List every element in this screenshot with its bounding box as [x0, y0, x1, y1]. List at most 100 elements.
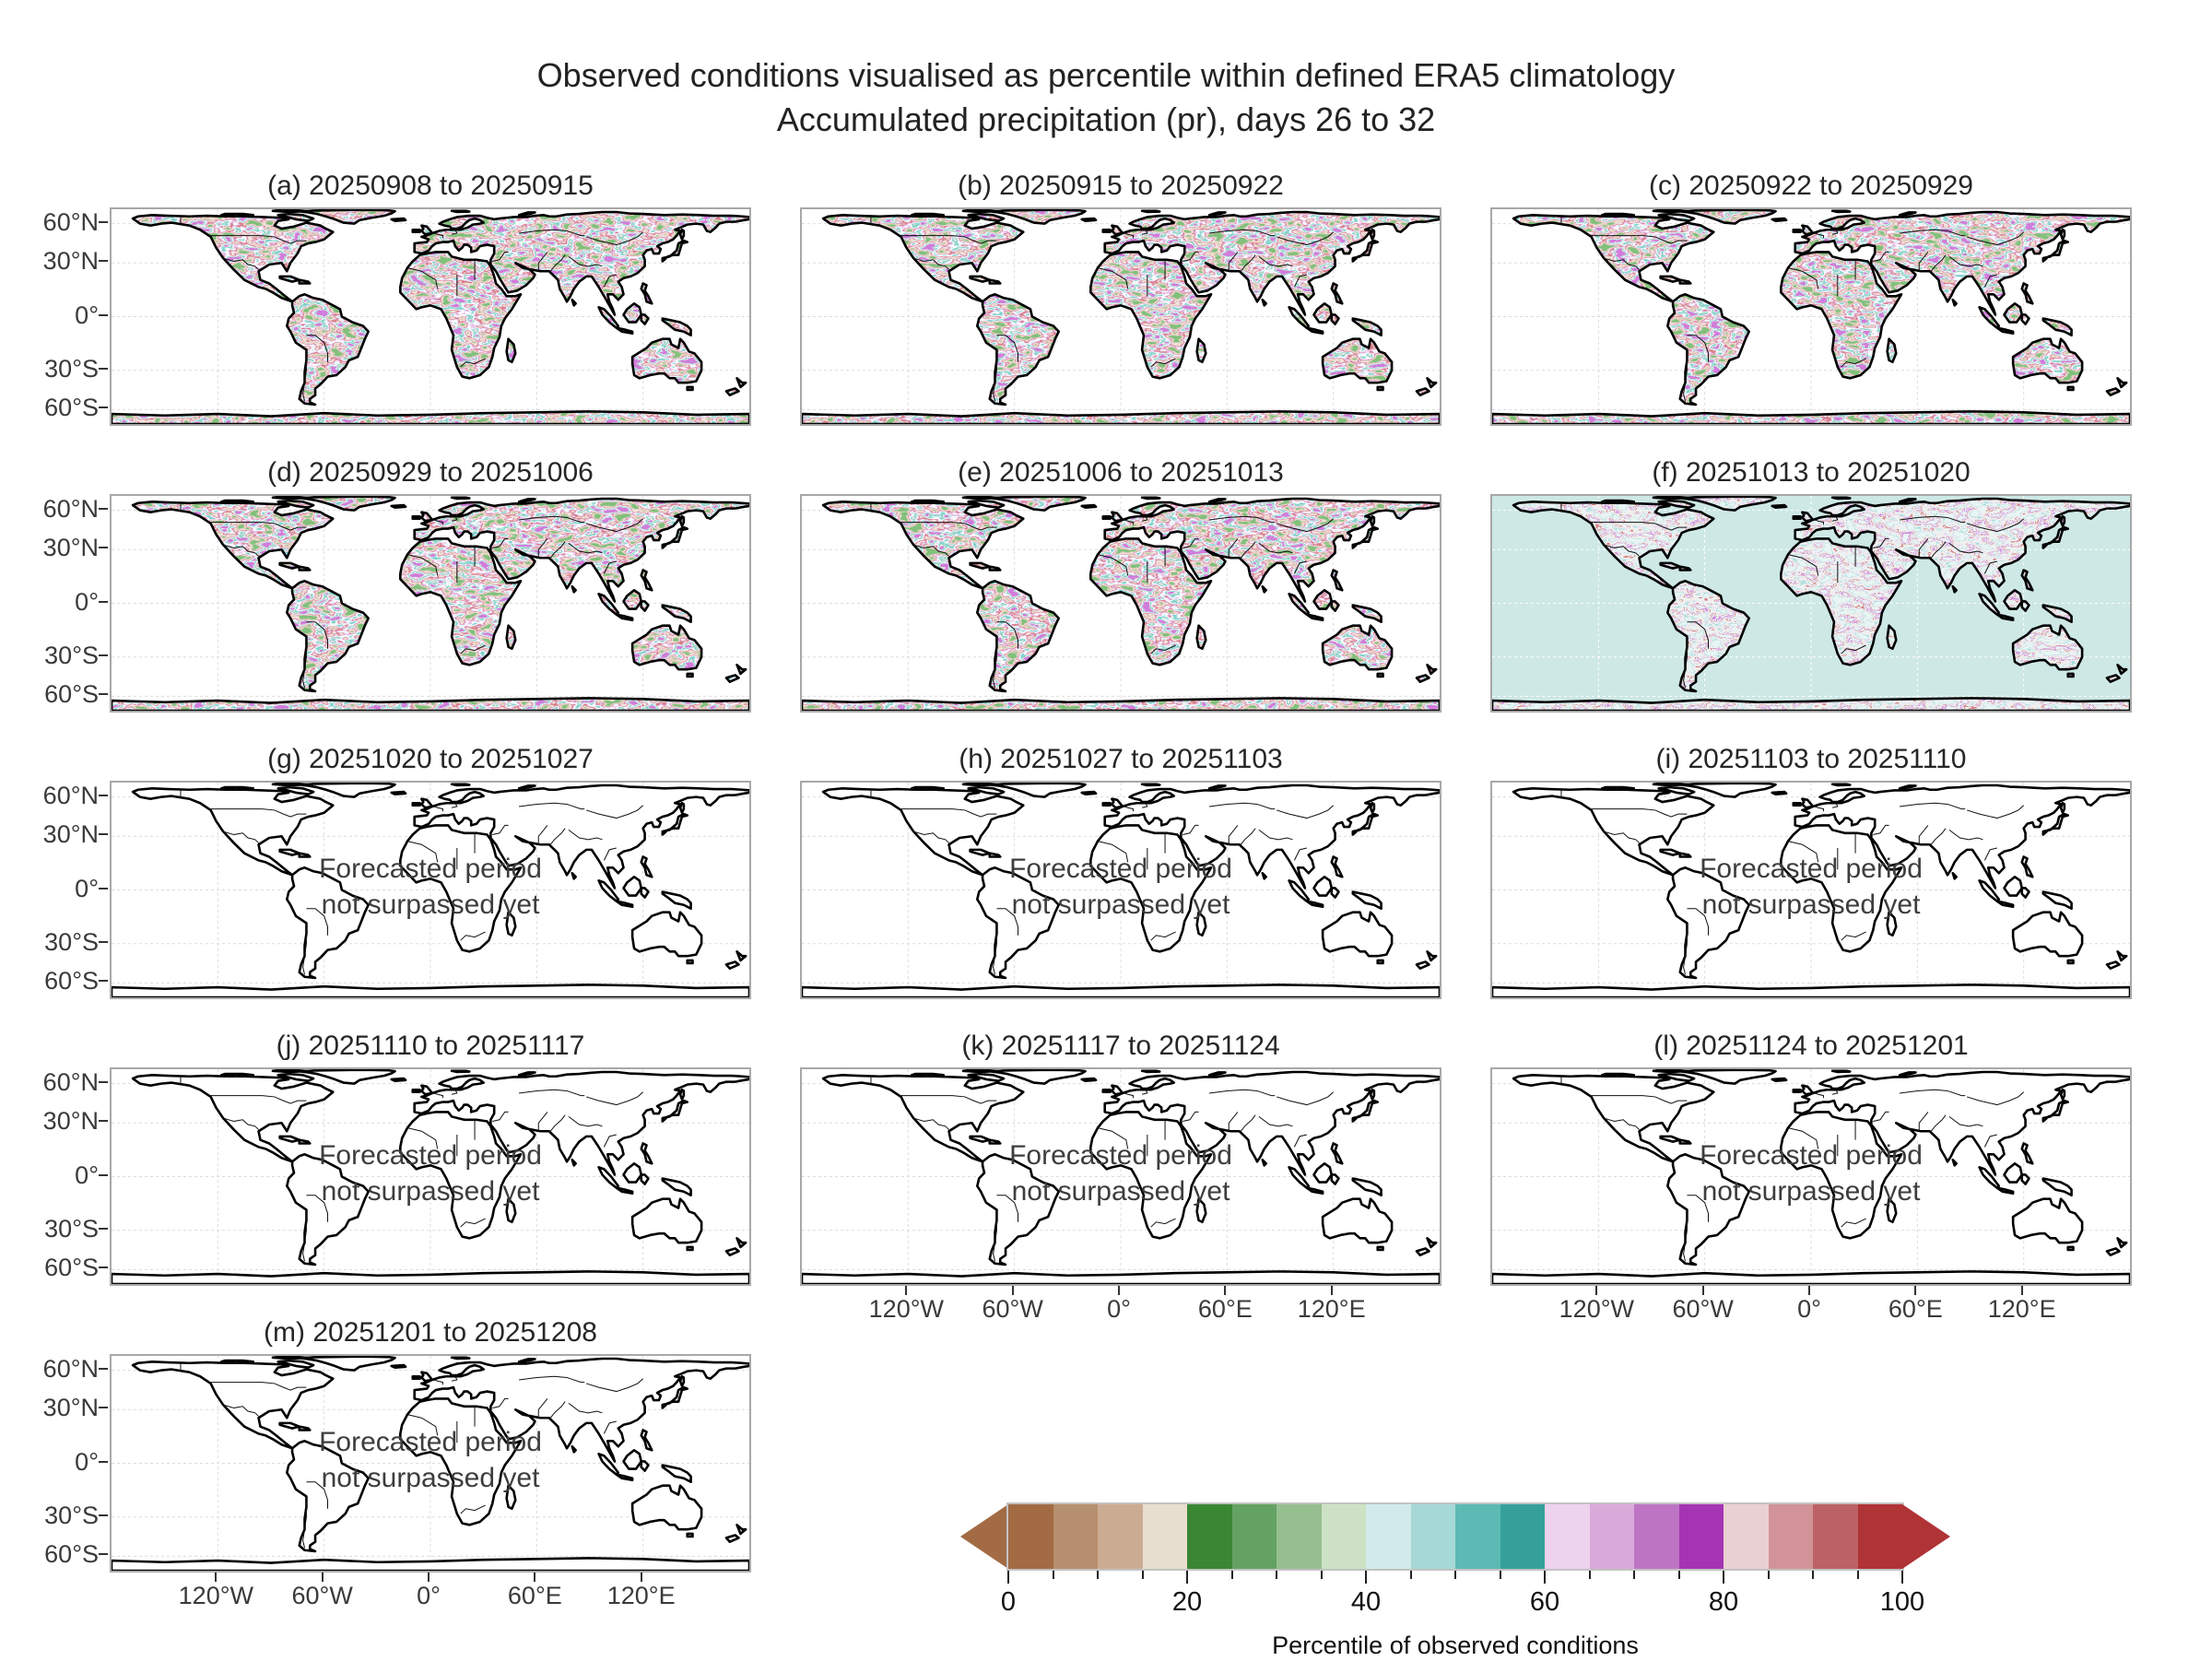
- forecast-note: Forecasted period not surpassed yet: [802, 851, 1440, 923]
- map-canvas-a: [110, 207, 751, 426]
- coastlines: [1492, 210, 2130, 424]
- world-map: [1492, 783, 2130, 997]
- colorbar-segment-15-20: [1142, 1504, 1187, 1569]
- x-tick-mark: [905, 1286, 908, 1295]
- colorbar-segment-75-80: [1678, 1504, 1724, 1569]
- forecast-note-line2: not surpassed yet: [321, 1462, 540, 1493]
- country-borders: [871, 217, 1334, 402]
- panel-title-l: (l) 20251124 to 20251201: [1653, 1031, 1969, 1061]
- colorbar-minor-tick: [1677, 1571, 1680, 1579]
- panel-title-b: (b) 20250915 to 20250922: [958, 171, 1284, 201]
- y-tick-label: 30°N: [42, 820, 99, 849]
- world-map: [112, 496, 749, 711]
- forecast-note-line2: not surpassed yet: [1701, 889, 1921, 920]
- colorbar-tick-label: 100: [1879, 1587, 1925, 1617]
- map-panel-e: (e) 20251006 to 20251013: [800, 457, 1441, 713]
- y-tick-label: 60°S: [44, 394, 99, 422]
- map-canvas-m: Forecasted period not surpassed yet: [110, 1354, 751, 1573]
- y-tick-mark: [99, 833, 108, 836]
- forecast-note: Forecasted period not surpassed yet: [802, 1137, 1440, 1209]
- colorbar-segment-0-5: [1008, 1504, 1053, 1569]
- y-tick-label: 60°S: [44, 1254, 99, 1282]
- world-map: [112, 209, 749, 424]
- map-canvas-d: [110, 494, 751, 713]
- colorbar-major-tick: [1723, 1571, 1724, 1584]
- world-map: [1492, 496, 2130, 711]
- x-tick-mark: [1118, 1286, 1120, 1295]
- country-borders: [1561, 1077, 2024, 1262]
- coastlines: [112, 1357, 749, 1571]
- x-tick-mark: [428, 1573, 429, 1582]
- x-tick-label: 120°W: [1559, 1295, 1634, 1323]
- country-borders: [871, 503, 1334, 689]
- forecast-note: Forecasted period not surpassed yet: [112, 1137, 749, 1209]
- y-tick-label: 60°S: [44, 1540, 99, 1569]
- x-tick-label: 60°E: [1197, 1295, 1253, 1323]
- colorbar-segment-85-90: [1768, 1504, 1813, 1569]
- colorbar-segment-90-95: [1813, 1504, 1858, 1569]
- map-panel-f: (f) 20251013 to 20251020: [1490, 457, 2132, 713]
- y-tick-mark: [99, 367, 108, 370]
- y-tick-mark: [99, 1514, 108, 1516]
- x-tick-mark: [1808, 1286, 1810, 1295]
- colorbar-under-arrow: [960, 1504, 1008, 1569]
- y-tick-label: 30°S: [44, 354, 99, 383]
- colorbar-tick-label: 40: [1350, 1587, 1382, 1617]
- colorbar-minor-tick: [1052, 1571, 1054, 1579]
- country-borders: [1561, 503, 2024, 689]
- map-canvas-l: Forecasted period not surpassed yet: [1490, 1067, 2132, 1286]
- y-tick-mark: [99, 1407, 108, 1409]
- colorbar-segment-35-40: [1321, 1504, 1366, 1569]
- x-tick-label: 0°: [1797, 1295, 1821, 1323]
- figure-title-line1: Observed conditions visualised as percen…: [536, 56, 1676, 94]
- map-canvas-j: Forecasted period not surpassed yet: [110, 1067, 751, 1286]
- colorbar-segment-80-85: [1724, 1504, 1769, 1569]
- y-tick-label: 60°N: [42, 781, 99, 809]
- forecast-note-line2: not surpassed yet: [321, 1175, 540, 1207]
- y-tick-mark: [99, 887, 108, 889]
- colorbar-segment-10-15: [1098, 1504, 1143, 1569]
- map-canvas-b: [800, 207, 1441, 426]
- coastlines: [1492, 497, 2130, 711]
- x-tick-label: 60°E: [507, 1582, 562, 1609]
- world-map: [112, 1069, 749, 1284]
- y-tick-mark: [99, 600, 108, 603]
- country-borders: [181, 1077, 643, 1262]
- y-tick-mark: [99, 313, 108, 316]
- colorbar-minor-tick: [1097, 1571, 1099, 1579]
- colorbar-segment-45-50: [1410, 1504, 1455, 1569]
- coastlines: [1492, 783, 2130, 997]
- colorbar-segment-5-10: [1053, 1504, 1098, 1569]
- colorbar-minor-tick: [1141, 1571, 1144, 1579]
- colorbar-tick-label: 20: [1171, 1587, 1203, 1617]
- panel-title-e: (e) 20251006 to 20251013: [958, 457, 1284, 488]
- x-tick-label: 120°E: [1987, 1295, 2056, 1323]
- country-borders: [181, 503, 643, 689]
- y-tick-label: 60°N: [42, 207, 99, 236]
- y-tick-mark: [99, 693, 108, 696]
- colorbar-segment-25-30: [1231, 1504, 1277, 1569]
- colorbar-segment-20-25: [1187, 1504, 1232, 1569]
- panel-title-f: (f) 20251013 to 20251020: [1652, 457, 1971, 488]
- country-borders: [871, 1077, 1334, 1262]
- y-tick-label: 30°S: [44, 1501, 99, 1529]
- y-tick-mark: [99, 1367, 108, 1370]
- panel-title-i: (i) 20251103 to 20251110: [1655, 744, 1967, 774]
- x-tick-mark: [2020, 1286, 2023, 1295]
- y-tick-mark: [99, 1460, 108, 1463]
- map-panel-a: (a) 20250908 to 20250915 60°N 30°N 0° 30°S 60…: [43, 171, 751, 426]
- y-tick-mark: [99, 980, 108, 983]
- y-tick-mark: [99, 1080, 108, 1083]
- y-tick-label: 30°N: [42, 1107, 99, 1136]
- x-tick-mark: [1914, 1286, 1917, 1295]
- map-panel-i: (i) 20251103 to 20251110 Forecasted perio…: [1490, 744, 2132, 999]
- x-tick-label: 60°W: [291, 1582, 353, 1609]
- y-tick-mark: [99, 1173, 108, 1176]
- colorbar-segment-55-60: [1500, 1504, 1545, 1569]
- x-tick-label: 120°W: [178, 1582, 253, 1609]
- colorbar: 0 20 40 60 80 100 Percentile of observed cond…: [960, 1504, 1950, 1661]
- x-tick-label: 60°W: [1672, 1295, 1734, 1323]
- forecast-note-line1: Forecasted period: [319, 1426, 542, 1457]
- colorbar-segment-60-65: [1545, 1504, 1590, 1569]
